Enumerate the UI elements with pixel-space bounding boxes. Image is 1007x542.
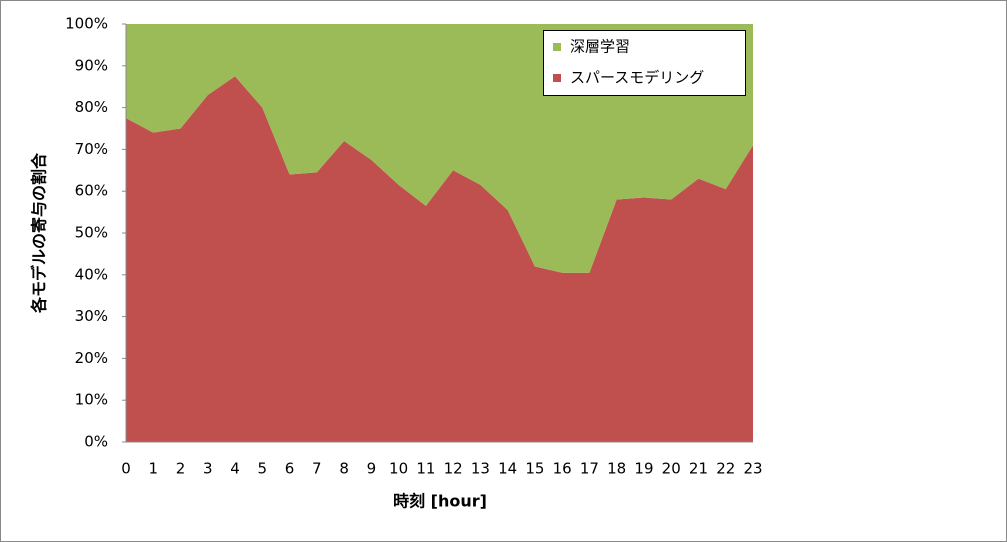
x-tick-label: 13 [471, 460, 490, 478]
y-tick-label: 80% [75, 98, 108, 116]
x-tick-label: 12 [444, 460, 463, 478]
legend-swatch [553, 43, 561, 51]
area [126, 76, 753, 442]
x-tick-label: 21 [689, 460, 708, 478]
x-tick-label: 16 [553, 460, 572, 478]
y-tick-label: 10% [75, 391, 108, 409]
y-tick-label: 70% [75, 140, 108, 158]
x-tick-label: 6 [285, 460, 295, 478]
x-tick-label: 17 [580, 460, 599, 478]
legend-label: スパースモデリング [570, 69, 704, 87]
x-tick-label: 23 [743, 460, 762, 478]
x-tick-label: 22 [716, 460, 735, 478]
x-tick-label: 8 [339, 460, 349, 478]
x-tick-label: 7 [312, 460, 322, 478]
x-axis-title: 時刻 [hour] [393, 492, 487, 511]
x-tick-label: 0 [121, 460, 131, 478]
legend-swatch [553, 74, 561, 82]
y-tick-label: 20% [75, 349, 108, 367]
y-tick-label: 0% [84, 433, 108, 451]
x-tick-label: 11 [416, 460, 435, 478]
y-tick-label: 60% [75, 182, 108, 200]
y-tick-label: 30% [75, 307, 108, 325]
legend-label: 深層学習 [570, 38, 630, 56]
x-tick-label: 19 [634, 460, 653, 478]
y-axis-title: 各モデルの寄与の割合 [30, 152, 49, 314]
x-tick-label: 18 [607, 460, 626, 478]
y-tick-label: 50% [75, 224, 108, 242]
y-tick-label: 40% [75, 265, 108, 283]
x-tick-label: 3 [203, 460, 213, 478]
x-tick-label: 14 [498, 460, 517, 478]
x-tick-label: 10 [389, 460, 408, 478]
y-tick-label: 100% [65, 15, 108, 33]
x-tick-label: 5 [258, 460, 268, 478]
y-tick-label: 90% [75, 56, 108, 74]
x-tick-label: 4 [230, 460, 240, 478]
x-tick-label: 1 [148, 460, 158, 478]
legend-box [543, 30, 746, 96]
x-tick-label: 9 [367, 460, 377, 478]
x-tick-label: 2 [176, 460, 186, 478]
x-tick-label: 15 [525, 460, 544, 478]
x-tick-label: 20 [662, 460, 681, 478]
